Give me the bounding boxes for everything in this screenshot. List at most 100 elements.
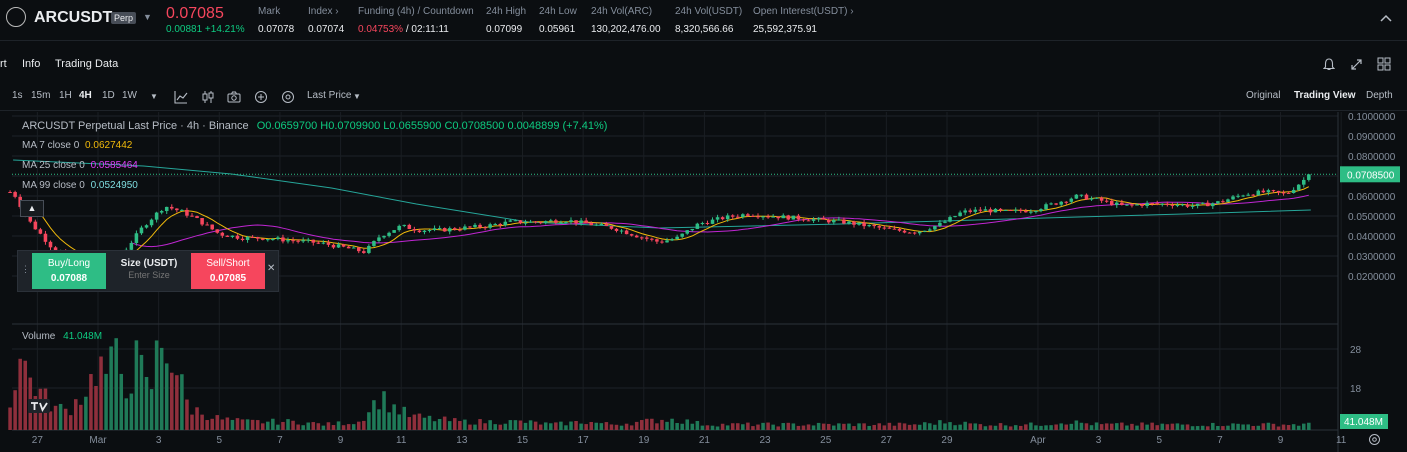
size-field: Size (USDT) <box>110 253 188 289</box>
volume-bar <box>1205 426 1210 430</box>
volume-bar <box>372 400 376 430</box>
volume-bar <box>1049 425 1053 430</box>
volume-bar <box>1003 425 1008 430</box>
candle-body <box>483 227 487 229</box>
funding-countdown: / 02:11:11 <box>403 24 449 35</box>
interval-1s[interactable]: 1s <box>12 90 23 101</box>
size-input[interactable] <box>112 269 186 281</box>
symbol-dropdown-icon[interactable]: ▼ <box>143 12 152 22</box>
candle-body <box>463 226 467 230</box>
candle-body <box>1019 209 1023 212</box>
volume-bar <box>609 424 614 430</box>
price-type-dropdown-icon[interactable]: ▼ <box>353 92 361 101</box>
candle-body <box>963 210 967 213</box>
volume-bar <box>993 425 998 430</box>
stat-open-interest[interactable]: Open Interest(USDT) › 25,592,375.91 <box>753 6 854 35</box>
chart-settings-icon[interactable] <box>1368 433 1381 449</box>
interval-1h[interactable]: 1H <box>59 90 72 101</box>
volume-bar <box>94 385 98 430</box>
candle-body <box>569 220 573 222</box>
candle-body <box>1049 203 1053 205</box>
volume-bar <box>1079 422 1084 430</box>
volume-bar <box>811 425 816 430</box>
volume-bar <box>1216 425 1220 430</box>
candle-body <box>215 229 220 233</box>
candle-body <box>781 215 786 219</box>
candle-body <box>498 224 503 226</box>
time-tick-label: 9 <box>1278 435 1284 446</box>
candle-body <box>271 239 275 241</box>
candle-body <box>1221 201 1225 203</box>
candle-body <box>629 234 634 236</box>
candle-body <box>427 230 432 232</box>
candle-body <box>665 240 669 243</box>
price-tick-label: 0.0800000 <box>1348 152 1396 163</box>
close-order-panel-icon[interactable]: ✕ <box>267 263 276 274</box>
volume-bar <box>341 425 346 430</box>
interval-more-icon[interactable]: ▼ <box>150 92 158 101</box>
expand-icon[interactable] <box>1350 58 1363 71</box>
tab-trading-data[interactable]: Trading Data <box>55 58 119 70</box>
ma7-line <box>39 186 1310 261</box>
add-indicator-icon[interactable] <box>254 90 268 104</box>
volume-bar <box>730 423 735 430</box>
alert-bell-icon[interactable] <box>1323 58 1335 71</box>
collapse-legend-icon[interactable]: ▲ <box>20 200 44 217</box>
drag-handle-icon[interactable]: ⋮⋮ <box>21 264 39 274</box>
volume-bar <box>791 423 796 430</box>
price-type-select[interactable]: Last Price <box>307 90 352 101</box>
tradingview-logo-icon[interactable] <box>28 399 50 415</box>
volume-bar <box>938 420 942 430</box>
candle-body <box>1069 198 1074 202</box>
candle-body <box>205 224 209 226</box>
candle-body <box>356 247 361 252</box>
interval-15m[interactable]: 15m <box>31 90 51 101</box>
volume-bar <box>862 423 866 430</box>
candle-body <box>776 216 780 219</box>
candle-body <box>493 224 497 226</box>
volume-bar <box>1019 425 1023 430</box>
volume-bar <box>1266 422 1271 430</box>
candle-body <box>392 230 396 233</box>
volume-bar <box>1271 423 1276 430</box>
candle-body <box>948 217 952 222</box>
candle-body <box>291 240 295 242</box>
view-depth[interactable]: Depth <box>1366 90 1393 101</box>
volume-bar <box>230 419 235 430</box>
candle-body <box>680 233 684 237</box>
indicators-icon[interactable] <box>174 90 188 104</box>
time-tick-label: 3 <box>1096 435 1102 446</box>
candle-body <box>1286 192 1291 194</box>
volume-bar <box>301 425 305 430</box>
buy-long-button[interactable]: Buy/Long 0.07088 <box>32 253 106 289</box>
volume-bar <box>1160 423 1165 430</box>
symbol-title[interactable]: ARCUSDT <box>34 9 113 26</box>
candle-type-icon[interactable] <box>201 90 215 104</box>
candle-body <box>255 237 260 239</box>
stat-index[interactable]: Index › 0.07074 <box>308 6 344 35</box>
price-tick-label: 0.0600000 <box>1348 192 1396 203</box>
volume-bar <box>675 423 679 430</box>
camera-icon[interactable] <box>227 90 241 104</box>
interval-1d[interactable]: 1D <box>102 90 115 101</box>
volume-bar <box>1281 424 1286 430</box>
sell-short-button[interactable]: Sell/Short 0.07085 <box>191 253 265 289</box>
candle-body <box>837 219 841 221</box>
tab-chart[interactable]: rt <box>0 58 7 70</box>
candle-body <box>887 227 892 229</box>
layout-grid-icon[interactable] <box>1377 57 1391 71</box>
settings-icon[interactable] <box>281 90 295 104</box>
candle-body <box>700 223 705 225</box>
view-original[interactable]: Original <box>1246 90 1281 101</box>
volume-bar <box>23 360 27 430</box>
tab-info[interactable]: Info <box>22 58 41 70</box>
candle-body <box>574 220 578 224</box>
volume-bar <box>963 421 967 430</box>
candle-body <box>245 236 250 240</box>
interval-4h[interactable]: 4H <box>79 90 92 101</box>
volume-bar <box>1241 424 1245 430</box>
collapse-header-icon[interactable] <box>1380 13 1392 25</box>
interval-1w[interactable]: 1W <box>122 90 137 101</box>
view-trading-view[interactable]: Trading View <box>1294 90 1356 101</box>
volume-bar <box>574 420 578 430</box>
